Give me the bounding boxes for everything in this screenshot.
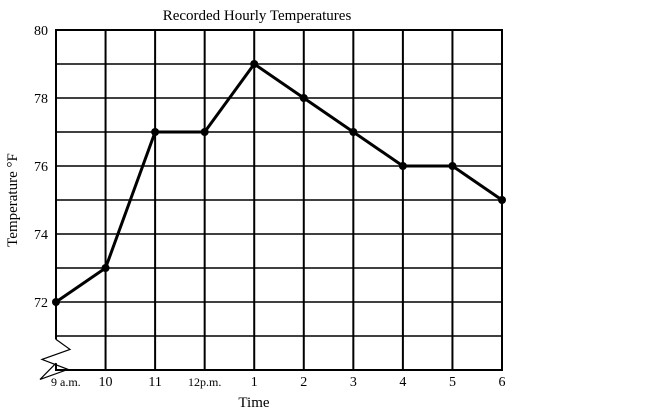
y-axis-label: Temperature °F — [5, 153, 21, 247]
x-tick-label: 9 a.m. — [51, 375, 81, 389]
x-tick-label: 2 — [300, 375, 307, 390]
chart-title: Recorded Hourly Temperatures — [163, 8, 352, 24]
y-tick-label: 78 — [34, 92, 48, 107]
y-axis-break — [39, 338, 72, 380]
data-points — [52, 60, 506, 306]
data-point — [250, 60, 259, 68]
x-tick-label: 3 — [350, 375, 357, 390]
data-point — [52, 298, 60, 306]
x-axis-label: Time — [238, 395, 269, 410]
x-tick-label: 12p.m. — [188, 375, 221, 389]
y-tick-label: 74 — [34, 228, 48, 243]
data-point — [498, 196, 506, 204]
x-tick-label: 5 — [449, 375, 456, 390]
y-tick-label: 72 — [34, 296, 48, 311]
temperature-line — [55, 62, 503, 304]
x-tick-label: 10 — [99, 375, 113, 390]
data-point — [448, 162, 457, 170]
x-tick-label: 4 — [399, 375, 406, 390]
data-point — [200, 128, 209, 136]
y-tick-labels: 72 74 76 78 80 — [34, 24, 48, 311]
data-point — [101, 264, 110, 272]
x-tick-label: 6 — [499, 375, 506, 390]
y-tick-label: 80 — [34, 24, 48, 39]
x-tick-labels: 9 a.m. 10 11 12p.m. 1 2 3 4 5 6 — [51, 375, 506, 390]
y-tick-label: 76 — [34, 160, 48, 175]
data-point — [151, 128, 160, 136]
data-point — [299, 94, 308, 102]
x-tick-label: 1 — [251, 375, 258, 390]
data-point — [349, 128, 358, 136]
data-point — [398, 162, 407, 170]
x-tick-label: 11 — [148, 375, 161, 390]
